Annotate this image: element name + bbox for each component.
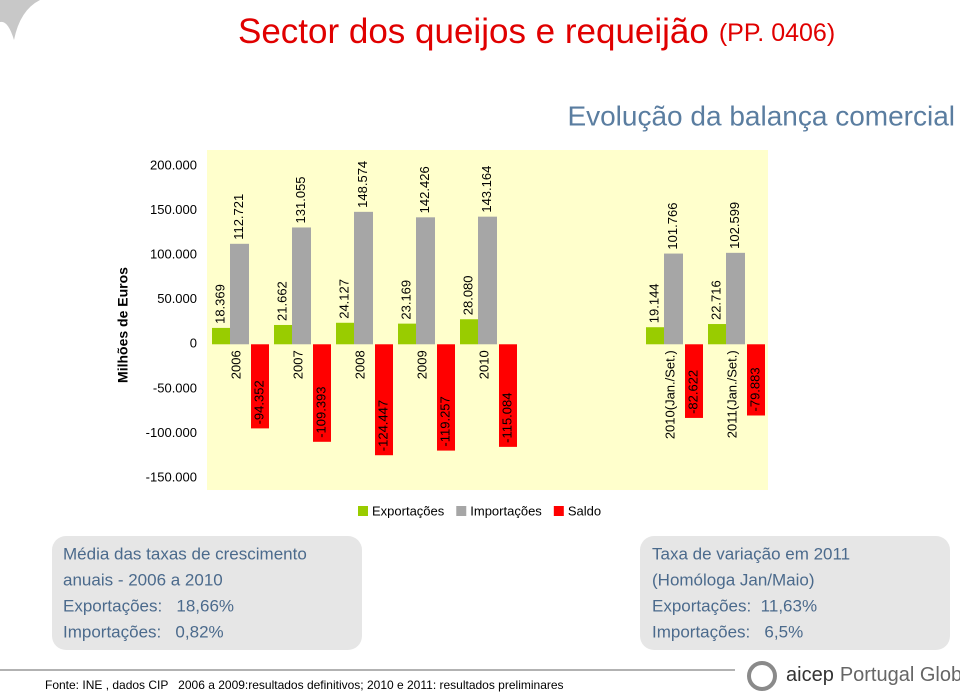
value-label: 143.164 [479,166,494,213]
logo-text: aicep Portugal Global [786,664,960,686]
bar [212,327,230,345]
x-tick-label: 2007 [290,350,305,379]
value-label: -82.622 [685,370,700,414]
logo-icon [747,661,777,691]
value-label: -109.393 [313,386,328,437]
note-line: Exportações: 18,66% [63,596,234,615]
bar [437,344,455,451]
value-label: 24.127 [336,279,351,319]
x-tick-label: 2010 [476,350,491,379]
bar [460,319,478,345]
x-tick-label: 2009 [414,350,429,379]
bar [726,252,745,345]
title-code: (PP. 0406) [719,19,835,47]
legend-swatch [456,506,467,516]
bar [499,344,517,447]
slide-title: Sector dos queijos e requeijão (PP. 0406) [238,12,835,51]
legend-swatch [358,506,368,516]
x-tick-label: 2006 [228,350,243,379]
value-label: -115.084 [499,393,514,443]
bar [685,344,703,418]
x-tick-label: 2010(Jan./Set.) [662,350,677,439]
bar [664,253,683,345]
bar [416,217,435,345]
bar [313,344,331,442]
note-box [640,536,950,650]
value-label: 21.662 [274,281,289,321]
bar [708,324,726,345]
footer-source: Fonte: INE , dados CIP 2006 a 2009:resul… [45,678,564,692]
value-label: 19.144 [646,283,661,323]
note-line: Média das taxas de crescimento [63,544,307,563]
legend-label: Exportações [372,503,445,518]
bar [336,322,354,345]
value-label: -119.257 [437,396,452,446]
y-tick-label: 0 [190,336,197,351]
y-tick-label: 200.000 [150,157,197,172]
note-line: anuais - 2006 a 2010 [63,570,223,589]
y-tick-label: 50.000 [157,291,197,306]
legend-label: Saldo [568,503,601,518]
value-label: 112.721 [231,194,246,240]
note-line: Importações: 0,82% [63,622,224,641]
value-label: 142.426 [417,166,432,213]
value-label: 101.766 [665,203,680,250]
corner-decoration [0,0,40,40]
x-tick-label: 2008 [352,350,367,379]
legend-swatch [553,506,564,516]
note-line: Taxa de variação em 2011 [652,544,850,563]
note-line: Importações: 6,5% [652,622,803,641]
value-label: 22.716 [708,280,723,320]
note-line: Exportações: 11,63% [652,596,817,615]
bar [375,344,393,456]
bar [478,216,497,345]
bar [251,344,269,429]
bar [747,344,765,416]
chart-title: Evolução da balança comercial [567,100,955,131]
logo-brand: aicep [786,664,834,686]
note-line: (Homóloga Jan/Maio) [652,570,815,589]
y-axis-label: Milhões de Euros [115,267,131,383]
bar [274,324,292,345]
value-label: -94.352 [251,380,266,424]
legend-label: Importações [470,503,542,518]
value-label: 18.369 [212,284,227,324]
bar [354,211,373,345]
value-label: 28.080 [460,275,475,315]
value-label: 148.574 [355,161,370,208]
title-main: Sector dos queijos e requeijão [238,12,709,51]
y-tick-label: -100.000 [146,425,197,440]
y-tick-label: 100.000 [150,247,197,262]
bar [230,243,249,345]
note-box [52,536,362,650]
value-label: 131.055 [293,176,308,223]
x-tick-label: 2011(Jan./Set.) [724,350,739,438]
bar [646,327,664,345]
value-label: 102.599 [727,202,742,249]
logo-name: Portugal Global [840,664,960,686]
bar [398,323,416,345]
y-tick-label: 150.000 [150,202,197,217]
value-label: 23.169 [398,280,413,320]
value-label: -124.447 [375,400,390,451]
value-label: -79.883 [747,367,762,411]
bar [292,227,311,345]
y-tick-label: -50.000 [153,380,197,395]
y-tick-label: -150.000 [146,469,197,484]
